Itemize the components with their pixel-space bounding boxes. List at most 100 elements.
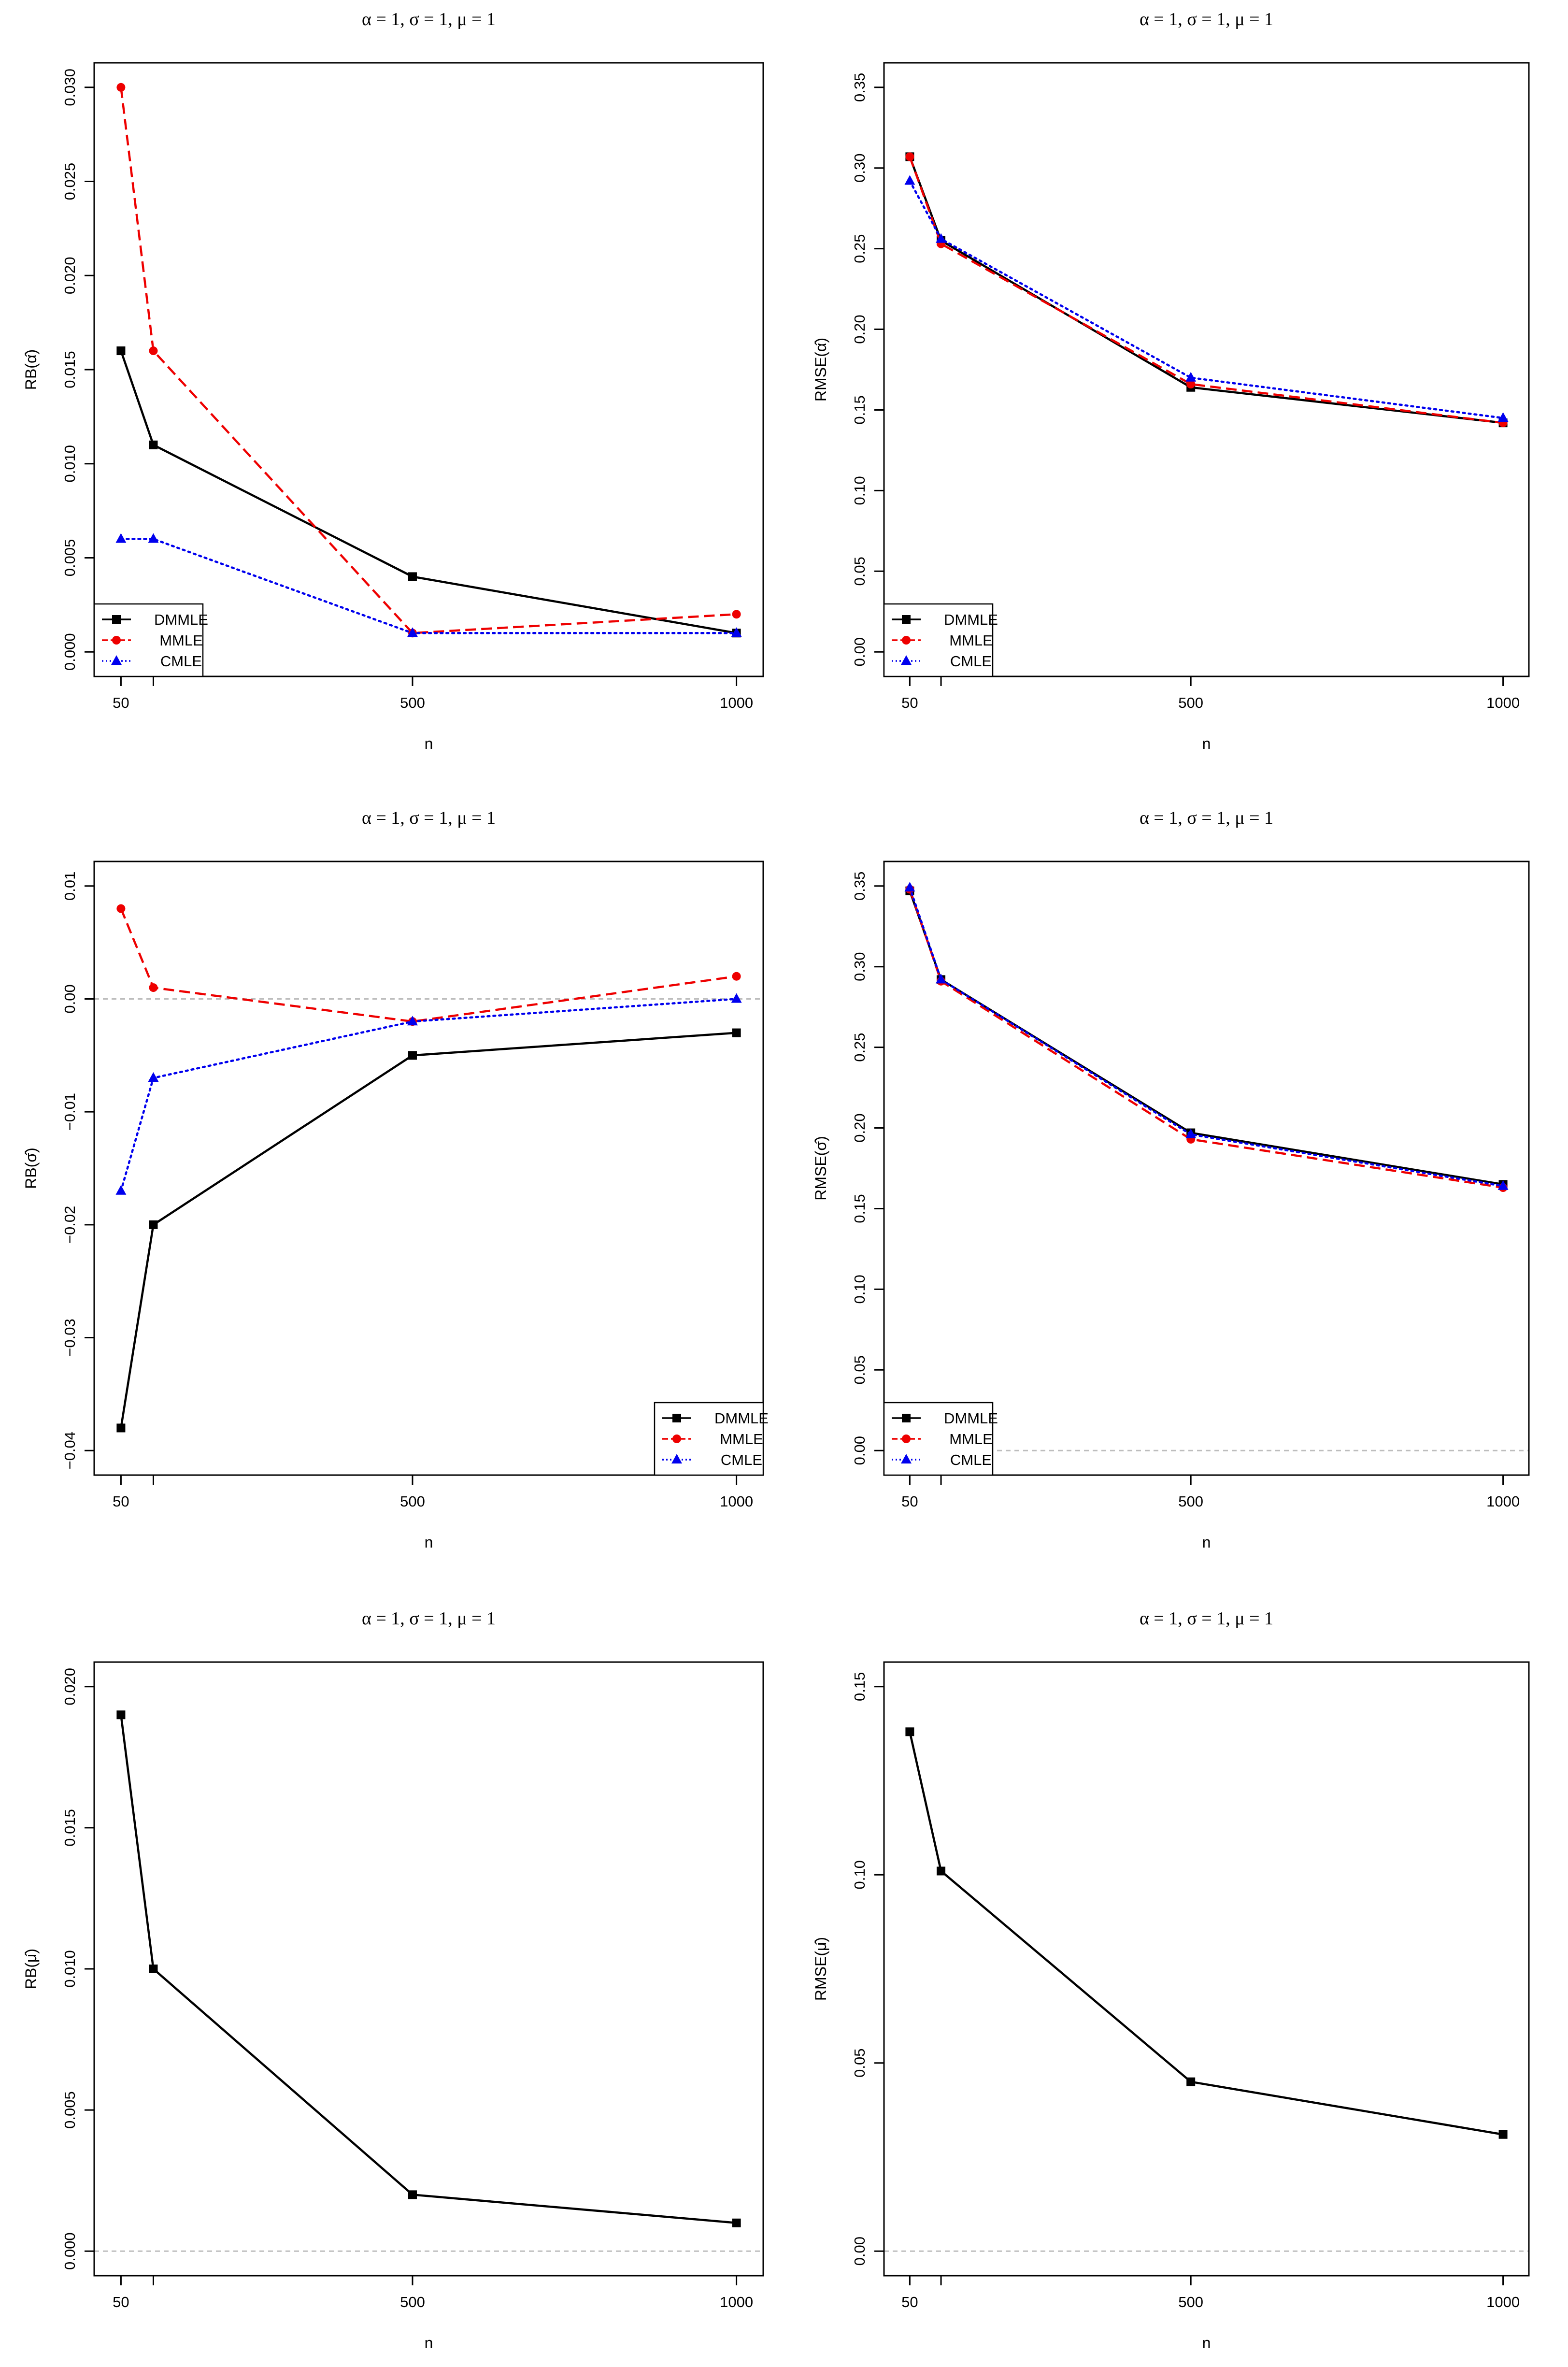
series-dmmle: [116, 1028, 741, 1433]
chart-panel-rb-sigma: α = 1, σ = 1, μ = 1 50 500 1000 n −0.04 −0.03 −…: [22, 808, 769, 1551]
data-point-cmle: [407, 1016, 418, 1026]
data-point-cmle: [1497, 412, 1509, 422]
y-tick-label: 0.01: [61, 872, 78, 901]
data-point-dmmle: [149, 1965, 158, 1973]
x-axis-label: n: [1202, 2334, 1211, 2352]
y-tick-label: 0.20: [851, 1113, 868, 1142]
legend: DMMLE MMLE CMLE: [883, 603, 998, 677]
data-point-cmle: [904, 882, 915, 892]
y-tick-label: 0.05: [851, 1355, 868, 1384]
legend-label: MMLE: [949, 1431, 993, 1448]
y-tick-label: 0.25: [851, 234, 868, 263]
series-line-dmmle: [120, 350, 737, 634]
y-axis-label: RMSE(α̂): [812, 338, 829, 402]
chart-panel-rmse-sigma: α = 1, σ = 1, μ = 1 50 500 1000 n 0.00 0.05 0.1…: [812, 808, 1530, 1551]
legend-marker: [111, 655, 122, 665]
data-point-cmle: [904, 175, 915, 185]
x-tick-label: 1000: [1486, 1493, 1520, 1510]
data-point-mmle: [116, 83, 126, 92]
legend-label: MMLE: [949, 632, 993, 649]
x-tick-label: 50: [901, 2294, 918, 2310]
chart-title: α = 1, σ = 1, μ = 1: [362, 1608, 496, 1629]
legend-label: CMLE: [721, 1451, 762, 1468]
y-tick-label: 0.00: [851, 2237, 868, 2266]
y-tick-label: 0.005: [61, 2091, 78, 2129]
y-tick-label: 0.20: [851, 315, 868, 344]
data-point-cmle: [936, 974, 947, 984]
chart-title: α = 1, σ = 1, μ = 1: [362, 9, 496, 29]
y-tick-label: 0.15: [851, 1194, 868, 1223]
data-point-dmmle: [149, 440, 158, 449]
legend-marker: [902, 1435, 911, 1443]
legend-marker: [112, 636, 121, 645]
legend-label: DMMLE: [714, 1410, 769, 1427]
y-tick-label: 0.020: [61, 1668, 78, 1706]
series-line-cmle: [120, 998, 738, 1192]
data-point-dmmle: [408, 572, 417, 581]
legend: DMMLE MMLE CMLE: [883, 1402, 998, 1476]
series-line-mmle: [909, 156, 1503, 424]
data-point-cmle: [115, 533, 127, 543]
data-point-dmmle: [1498, 2130, 1508, 2139]
data-point-dmmle: [1186, 2077, 1196, 2086]
series-mmle: [905, 885, 1508, 1192]
y-tick-label: 0.00: [61, 984, 78, 1013]
data-point-cmle: [148, 1072, 159, 1082]
x-tick-label: 1000: [720, 2294, 753, 2310]
x-tick-label: 50: [113, 2294, 129, 2310]
y-tick-label: 0.15: [851, 395, 868, 424]
y-tick-label: 0.015: [61, 1809, 78, 1847]
x-tick-label: 50: [901, 1493, 918, 1510]
y-axis-label: RB(α̂): [22, 349, 40, 390]
y-tick-label: 0.025: [61, 163, 78, 201]
y-tick-label: 0.25: [851, 1033, 868, 1062]
legend-marker: [902, 615, 911, 624]
legend-label: DMMLE: [944, 1410, 998, 1427]
legend-marker: [901, 1454, 912, 1463]
data-point-dmmle: [116, 346, 126, 356]
y-tick-label: 0.00: [851, 1436, 868, 1465]
x-tick-label: 1000: [720, 694, 753, 711]
series-dmmle: [116, 1710, 741, 2227]
data-point-mmle: [1186, 380, 1196, 389]
series-line-dmmle: [909, 890, 1503, 1186]
series-dmmle: [116, 346, 741, 638]
data-point-cmle: [407, 627, 418, 637]
legend-label: MMLE: [159, 632, 203, 649]
legend-marker: [112, 615, 121, 624]
plot-frame: [93, 1661, 764, 2277]
x-axis-label: n: [425, 735, 433, 752]
y-tick-label: 0.005: [61, 539, 78, 577]
data-point-mmle: [116, 904, 126, 913]
y-axis-label: RB(μ̂): [22, 1949, 40, 1989]
data-point-dmmle: [732, 2218, 741, 2227]
x-axis-label: n: [425, 2334, 433, 2352]
data-point-mmle: [732, 610, 741, 619]
y-tick-label: 0.10: [851, 1275, 868, 1304]
chart-title: α = 1, σ = 1, μ = 1: [1140, 9, 1273, 29]
y-axis-label: RB(σ̂): [22, 1148, 40, 1189]
legend-label: DMMLE: [154, 611, 208, 628]
y-tick-label: 0.05: [851, 2049, 868, 2078]
data-point-cmle: [148, 533, 159, 543]
data-point-dmmle: [116, 1710, 126, 1720]
series-line-mmle: [120, 87, 737, 634]
plot-frame: [883, 1661, 1530, 2277]
series-cmle: [115, 533, 742, 637]
x-tick-label: 500: [1178, 1493, 1203, 1510]
data-point-cmle: [731, 627, 742, 637]
data-point-dmmle: [408, 2190, 417, 2199]
chart-panel-rb-mu: α = 1, σ = 1, μ = 1 50 500 1000 n 0.000 0.005 0…: [22, 1608, 764, 2352]
data-point-mmle: [149, 346, 158, 356]
series-line-dmmle: [909, 156, 1503, 424]
y-tick-label: −0.03: [61, 1319, 78, 1356]
plot-frame: [883, 861, 1530, 1476]
y-tick-label: 0.000: [61, 2232, 78, 2270]
chart-panel-rmse-mu: α = 1, σ = 1, μ = 1 50 500 1000 n 0.00 0.05 0.1…: [812, 1608, 1530, 2352]
x-axis-label: n: [425, 1534, 433, 1551]
x-tick-label: 50: [113, 1493, 129, 1510]
data-point-cmle: [1185, 372, 1197, 382]
series-mmle: [116, 904, 741, 1026]
legend-marker: [902, 636, 911, 645]
y-axis-label: RMSE(σ̂): [812, 1136, 829, 1201]
